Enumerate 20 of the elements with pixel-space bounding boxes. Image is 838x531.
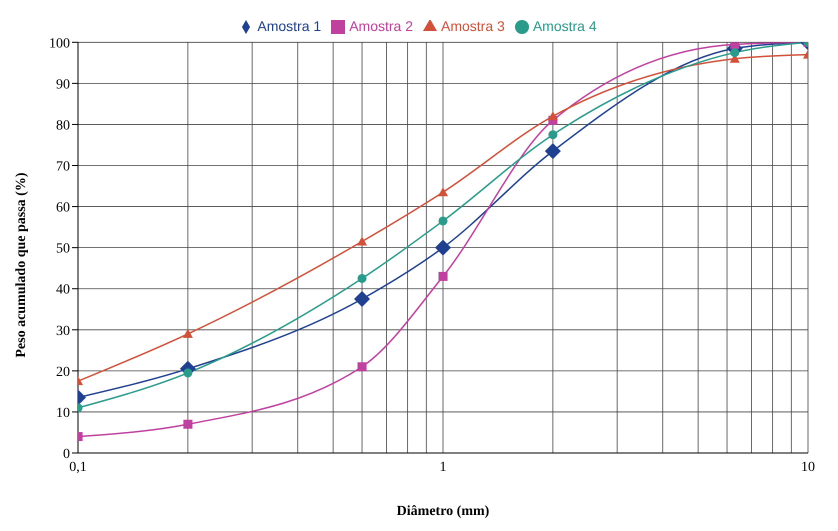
x-tick-label: 1 [440, 460, 446, 475]
y-tick-label: 0 [63, 446, 70, 462]
y-axis-title: Peso acumulado que passa (%) [14, 172, 29, 358]
y-tick-label: 30 [56, 324, 70, 339]
y-tick-label: 70 [56, 159, 70, 174]
x-tick-label: 0,1 [69, 460, 87, 475]
y-tick-label: 50 [56, 242, 70, 257]
x-axis-title: Diâmetro (mm) [396, 504, 490, 519]
y-tick-label: 20 [56, 364, 70, 380]
y-tick-label: 10 [56, 406, 70, 421]
y-tick-label: 90 [56, 77, 70, 92]
x-tick-label: 10 [801, 460, 815, 475]
legend-label: Amostra 4 [532, 18, 597, 34]
y-tick-label: 40 [56, 282, 70, 298]
legend-label: Amostra 1 [257, 18, 322, 34]
legend-label: Amostra 3 [441, 18, 505, 34]
y-tick-label: 60 [56, 200, 70, 216]
y-tick-label: 100 [49, 36, 70, 52]
y-tick-label: 80 [56, 118, 70, 134]
legend-label: Amostra 2 [349, 18, 413, 34]
